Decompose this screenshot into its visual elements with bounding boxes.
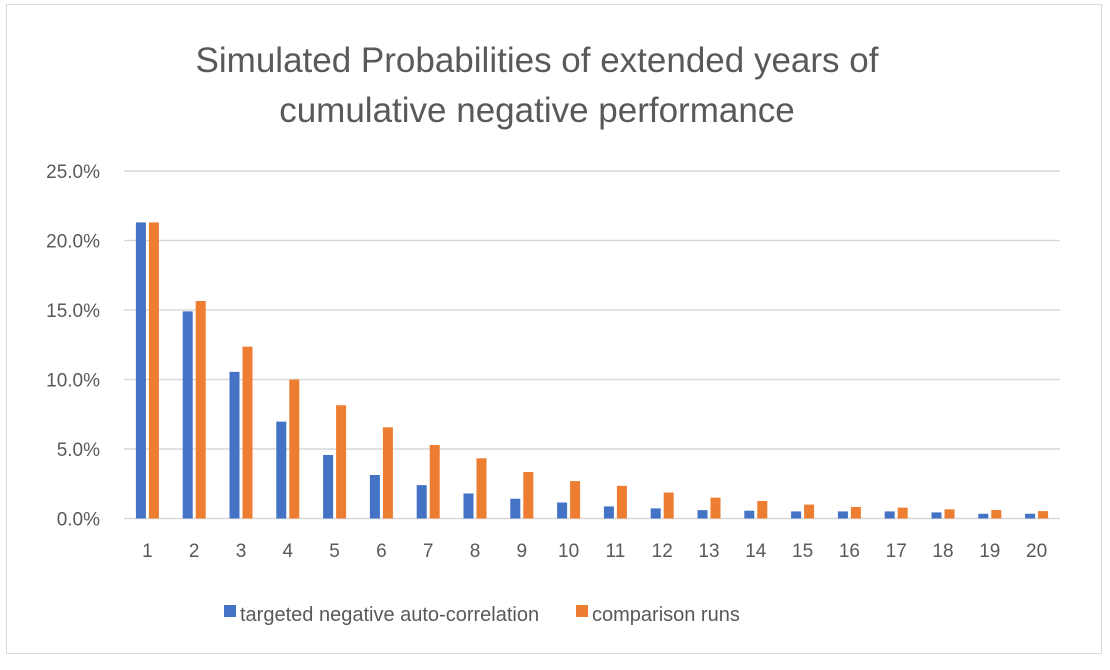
bar-comparison-8 (476, 458, 487, 519)
bar-targeted-14 (744, 510, 755, 519)
x-tick-label: 8 (470, 541, 481, 562)
x-tick-label: 19 (979, 541, 1000, 562)
x-tick-label: 12 (652, 541, 673, 562)
bar-targeted-15 (791, 511, 802, 519)
x-tick-label: 10 (558, 541, 579, 562)
y-tick-label: 0.0% (57, 510, 100, 531)
x-tick-label: 16 (839, 541, 860, 562)
chart-title-line-1: Simulated Probabilities of extended year… (196, 41, 879, 80)
y-tick-label: 15.0% (46, 301, 100, 322)
bar-comparison-6 (382, 427, 393, 519)
x-tick-label: 2 (189, 541, 200, 562)
bar-comparison-11 (616, 485, 627, 519)
bar-comparison-10 (570, 481, 581, 519)
bar-targeted-20 (1025, 513, 1036, 519)
bar-targeted-10 (557, 502, 568, 519)
bar-comparison-5 (336, 405, 347, 519)
bar-comparison-1 (148, 222, 159, 519)
x-tick-label: 15 (792, 541, 813, 562)
x-tick-label: 18 (932, 541, 953, 562)
chart-title-line-2: cumulative negative performance (279, 91, 795, 130)
y-tick-label: 25.0% (46, 162, 100, 183)
bar-comparison-16 (850, 506, 861, 519)
bar-comparison-20 (1038, 511, 1049, 519)
bar-comparison-14 (757, 500, 768, 519)
y-tick-label: 10.0% (46, 371, 100, 392)
bar-targeted-1 (135, 222, 146, 519)
y-tick-label: 20.0% (46, 232, 100, 253)
legend-label-targeted: targeted negative auto-correlation (240, 604, 539, 626)
x-tick-label: 11 (606, 541, 626, 562)
bar-targeted-13 (697, 510, 708, 519)
bar-targeted-4 (276, 421, 287, 519)
bar-comparison-9 (523, 472, 534, 519)
bar-comparison-2 (195, 300, 206, 519)
bar-targeted-8 (463, 493, 474, 519)
x-tick-label: 17 (886, 541, 907, 562)
x-tick-label: 3 (236, 541, 247, 562)
bar-targeted-12 (650, 508, 661, 519)
bar-comparison-7 (429, 444, 440, 519)
bar-comparison-17 (897, 507, 908, 519)
bar-targeted-2 (182, 311, 193, 519)
bar-targeted-3 (229, 371, 240, 519)
bar-targeted-11 (603, 506, 614, 519)
bar-targeted-5 (323, 454, 334, 519)
legend-swatch-targeted (224, 605, 236, 617)
bar-comparison-15 (804, 504, 815, 519)
x-tick-label: 6 (376, 541, 387, 562)
x-tick-label: 20 (1026, 541, 1047, 562)
bar-comparison-3 (242, 346, 253, 519)
x-tick-label: 5 (329, 541, 340, 562)
y-tick-label: 5.0% (57, 440, 100, 461)
x-tick-label: 1 (142, 541, 153, 562)
x-tick-label: 4 (283, 541, 294, 562)
bar-targeted-7 (416, 485, 427, 519)
x-tick-label: 7 (423, 541, 434, 562)
legend-label-comparison: comparison runs (592, 604, 740, 626)
bar-comparison-13 (710, 497, 721, 519)
bar-targeted-9 (510, 498, 521, 519)
bar-targeted-18 (931, 512, 942, 519)
bar-targeted-17 (884, 511, 895, 519)
bar-comparison-12 (663, 492, 674, 519)
legend-swatch-comparison (576, 605, 588, 617)
bar-comparison-19 (991, 510, 1002, 519)
bar-targeted-6 (369, 474, 380, 519)
chart-frame (6, 4, 1102, 654)
x-tick-label: 13 (698, 541, 719, 562)
x-tick-label: 9 (517, 541, 528, 562)
bar-comparison-18 (944, 509, 955, 519)
bar-comparison-4 (289, 379, 300, 519)
bar-targeted-16 (837, 511, 848, 519)
bar-targeted-19 (978, 513, 989, 519)
x-tick-label: 14 (745, 541, 767, 562)
